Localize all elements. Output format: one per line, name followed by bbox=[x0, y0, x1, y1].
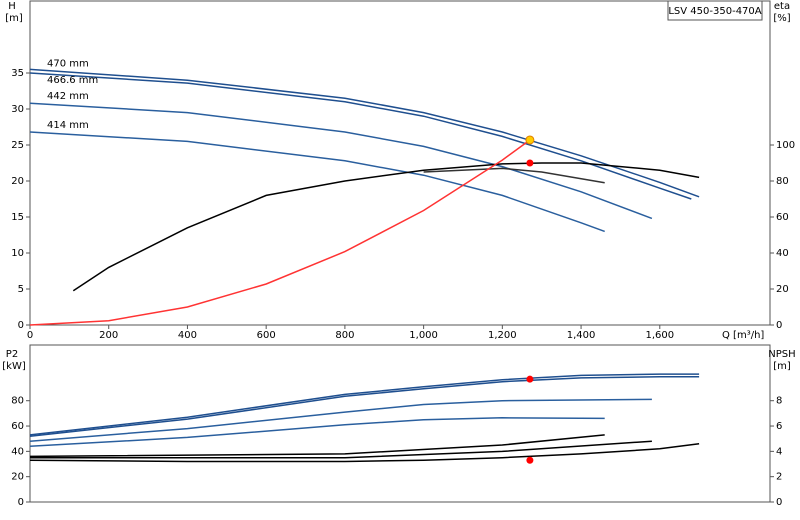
y-tick-label: 40 bbox=[11, 446, 24, 457]
y2-tick-label: 4 bbox=[776, 446, 782, 457]
curve bbox=[29, 443, 700, 463]
x-tick-label: 600 bbox=[257, 330, 276, 341]
x-tick-label: 1,400 bbox=[567, 330, 596, 341]
curve-label: 414 mm bbox=[47, 120, 89, 131]
curve bbox=[29, 417, 605, 448]
y-tick-label: 20 bbox=[11, 472, 24, 483]
curve-label: 470 mm bbox=[47, 58, 89, 69]
curve bbox=[30, 440, 652, 459]
curve bbox=[29, 72, 692, 200]
curve bbox=[29, 68, 700, 198]
y-tick-label: 10 bbox=[11, 248, 24, 259]
y-tick-label: 15 bbox=[11, 212, 24, 223]
duty-point bbox=[526, 375, 534, 383]
y2-tick-label: 100 bbox=[776, 140, 795, 151]
duty-point bbox=[526, 456, 534, 464]
duty-point bbox=[525, 135, 535, 145]
y-axis-label: H bbox=[8, 1, 16, 12]
x-tick-label: 1,600 bbox=[645, 330, 674, 341]
curve bbox=[29, 434, 605, 458]
curve bbox=[29, 139, 531, 326]
y-tick-label: 60 bbox=[11, 421, 24, 432]
y-tick-label: 80 bbox=[11, 396, 24, 407]
y2-tick-label: 80 bbox=[776, 176, 789, 187]
y-tick-label: 5 bbox=[18, 284, 24, 295]
curve bbox=[29, 102, 653, 220]
y-axis-label: P2 bbox=[6, 349, 18, 360]
y2-tick-label: 40 bbox=[776, 248, 789, 259]
y-tick-label: 0 bbox=[18, 320, 24, 331]
curve bbox=[72, 162, 700, 292]
x-tick-label: 200 bbox=[99, 330, 118, 341]
pump-label: LSV 450-350-470A bbox=[668, 6, 761, 17]
duty-point bbox=[526, 159, 534, 167]
curve bbox=[29, 398, 652, 442]
x-tick-label: 0 bbox=[27, 330, 33, 341]
y2-tick-label: 6 bbox=[776, 421, 782, 432]
y2-tick-label: 2 bbox=[776, 472, 782, 483]
curve-label: 466.6 mm bbox=[47, 75, 98, 86]
y2-tick-label: 8 bbox=[776, 396, 782, 407]
x-tick-label: 1,000 bbox=[409, 330, 438, 341]
y-tick-label: 25 bbox=[11, 140, 24, 151]
curve bbox=[29, 131, 605, 233]
x-tick-label: 1,200 bbox=[488, 330, 517, 341]
plot-frame bbox=[29, 0, 771, 326]
curve bbox=[29, 375, 700, 437]
x-axis-label: Q [m³/h] bbox=[722, 330, 764, 341]
y-tick-label: 20 bbox=[11, 176, 24, 187]
y-tick-label: 35 bbox=[11, 68, 24, 79]
y2-tick-label: 0 bbox=[776, 497, 782, 508]
y-axis-unit: [m] bbox=[5, 13, 23, 24]
x-tick-label: 800 bbox=[335, 330, 354, 341]
y2-axis-label: eta bbox=[774, 1, 790, 12]
y2-axis-unit: [%] bbox=[773, 13, 790, 24]
y2-axis-label: NPSH bbox=[768, 349, 795, 360]
y2-tick-label: 60 bbox=[776, 212, 789, 223]
x-tick-label: 400 bbox=[178, 330, 197, 341]
y-tick-label: 0 bbox=[18, 497, 24, 508]
plot-frame bbox=[29, 344, 771, 503]
y-axis-unit: [kW] bbox=[2, 361, 26, 372]
curve-label: 442 mm bbox=[47, 91, 89, 102]
y-tick-label: 30 bbox=[11, 104, 24, 115]
y2-tick-label: 0 bbox=[776, 320, 782, 331]
curve bbox=[29, 373, 700, 436]
curve bbox=[423, 167, 605, 184]
y2-axis-unit: [m] bbox=[773, 361, 791, 372]
y2-tick-label: 20 bbox=[776, 284, 789, 295]
